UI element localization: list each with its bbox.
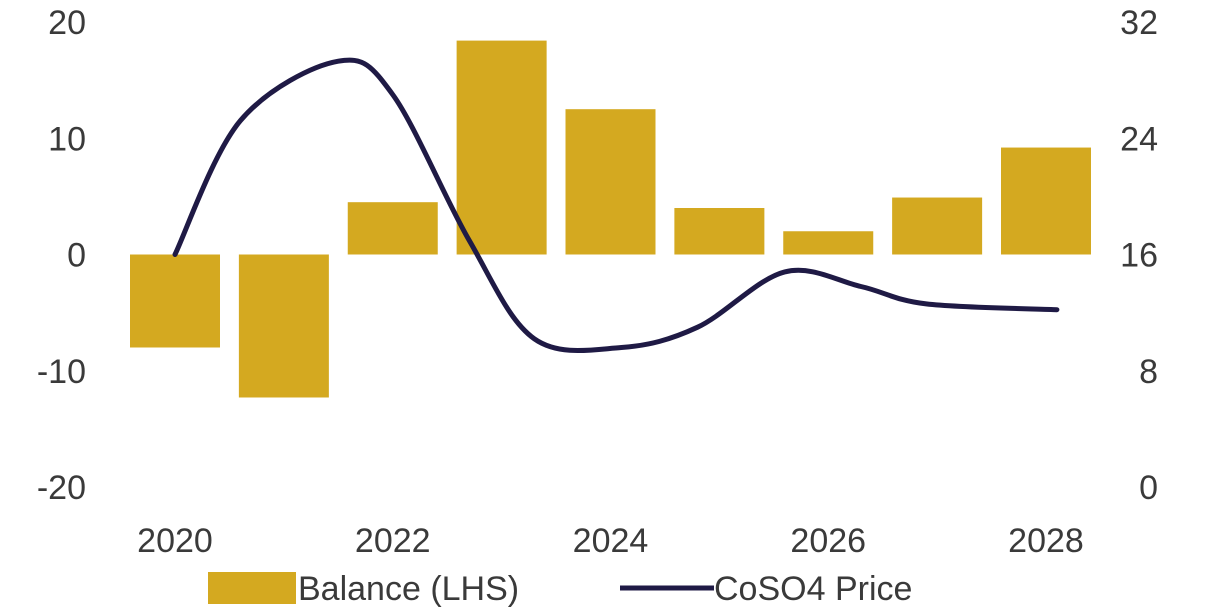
balance-bar-2024	[565, 109, 656, 255]
balance-bar-2026	[783, 231, 874, 255]
balance-bar-2020	[130, 254, 220, 348]
right-axis-tick-label: 8	[1139, 353, 1158, 391]
balance-bar-2022	[347, 202, 438, 255]
right-axis-tick-label: 0	[1139, 469, 1158, 507]
x-axis-tick-label: 2022	[355, 522, 431, 560]
x-axis-tick-label: 2026	[790, 522, 866, 560]
left-axis-tick-label: 0	[67, 237, 86, 275]
balance-bar-2025	[674, 208, 765, 255]
left-axis-tick-label: 10	[48, 120, 86, 158]
left-axis-tick-label: -10	[37, 353, 86, 391]
legend-swatch-balance	[208, 572, 296, 604]
balance-bars	[130, 40, 1091, 398]
left-axis-ticks: 20 10 0 -10 -20	[37, 4, 86, 507]
left-axis-tick-label: -20	[37, 469, 86, 507]
right-axis-ticks: 32 24 16 8 0	[1120, 4, 1158, 507]
legend-label-balance: Balance (LHS)	[298, 570, 519, 608]
balance-bar-2023	[456, 40, 547, 255]
x-axis-tick-label: 2024	[573, 522, 649, 560]
right-axis-tick-label: 16	[1120, 237, 1158, 275]
x-axis-tick-label: 2028	[1008, 522, 1084, 560]
balance-bar-2021	[238, 254, 329, 398]
coso4-price-line-group	[172, 57, 1060, 354]
right-axis-tick-label: 32	[1120, 4, 1158, 42]
x-axis-tick-label: 2020	[137, 522, 213, 560]
x-axis-ticks: 2020 2022 2024 2026 2028	[137, 522, 1084, 560]
right-axis-tick-label: 24	[1120, 120, 1158, 158]
coso4-price-line	[172, 57, 1060, 354]
balance-bar-2028	[1001, 147, 1091, 255]
balance-bar-2027	[892, 197, 983, 255]
left-axis-tick-label: 20	[48, 4, 86, 42]
legend: Balance (LHS) CoSO4 Price	[208, 570, 912, 608]
legend-label-coso4-price: CoSO4 Price	[714, 570, 912, 608]
